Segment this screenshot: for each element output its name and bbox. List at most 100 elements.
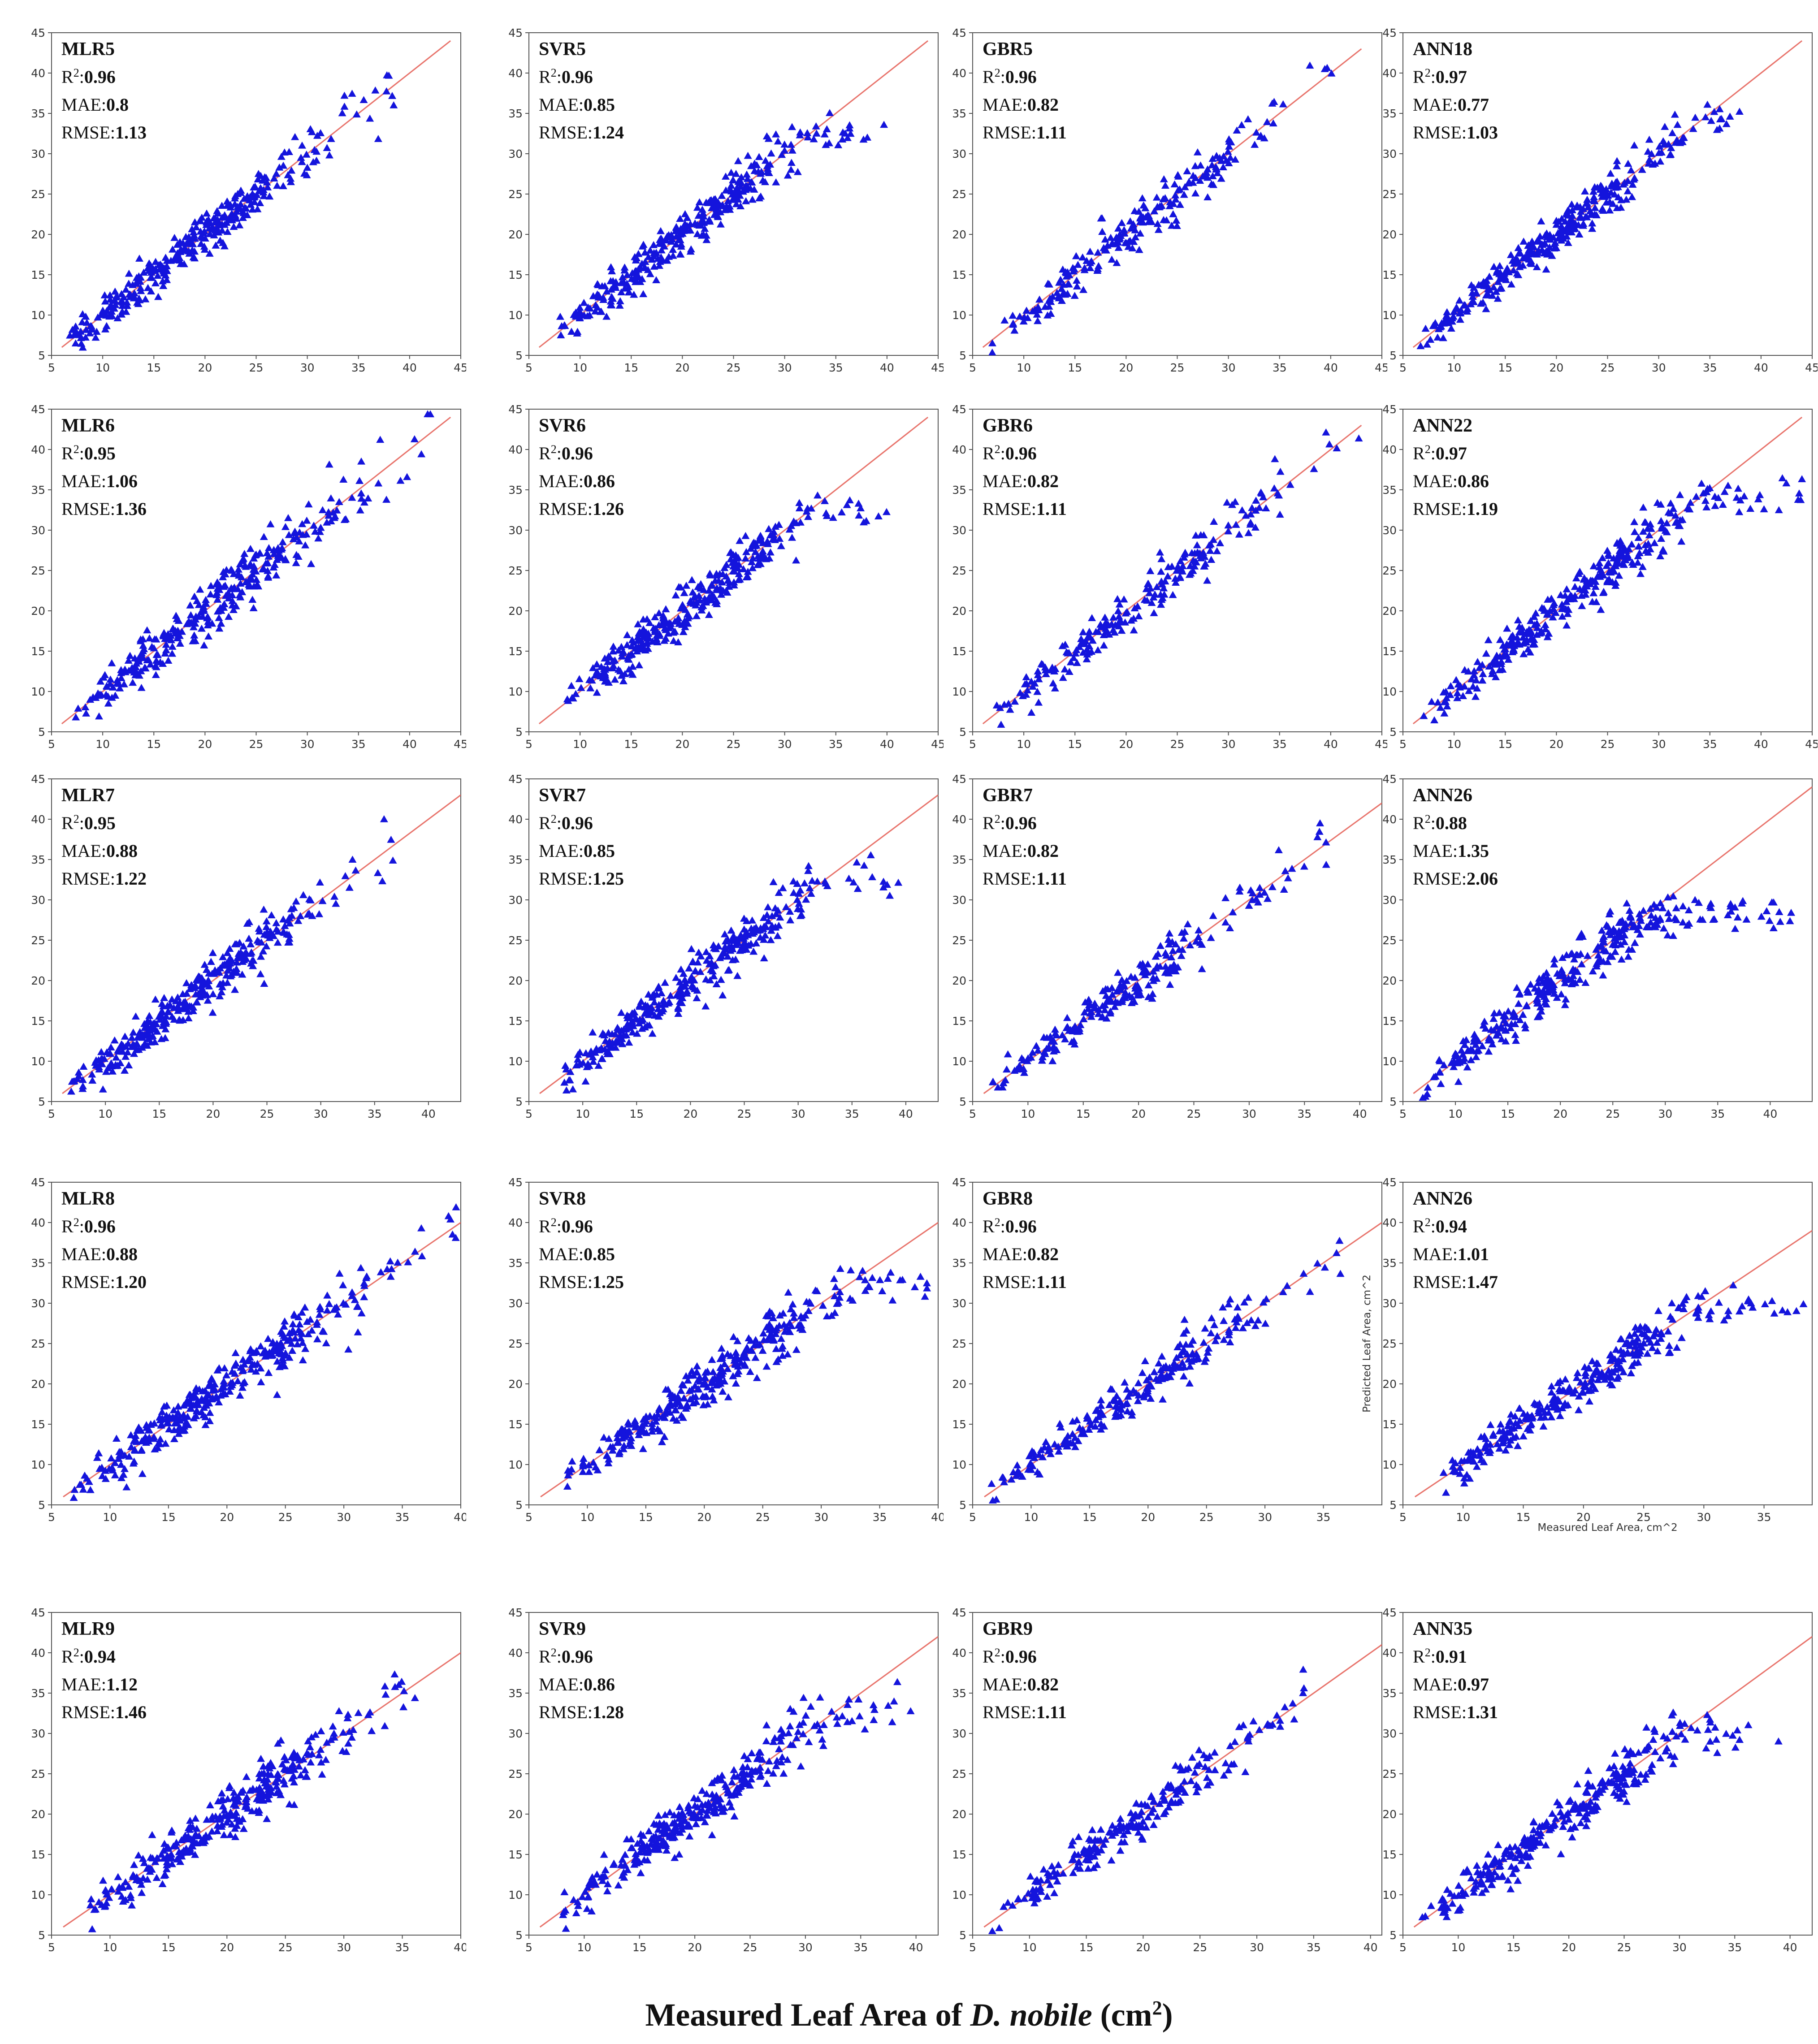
data-point [311, 527, 320, 535]
data-point [1054, 292, 1063, 299]
data-point [845, 496, 854, 504]
data-point [674, 1005, 683, 1012]
x-tick-label: 20 [1119, 738, 1133, 751]
data-point [284, 171, 292, 178]
data-point [686, 226, 695, 234]
data-point [249, 193, 257, 201]
data-point [1238, 1324, 1247, 1331]
data-point [295, 1320, 304, 1327]
data-point [652, 276, 661, 283]
data-point [617, 1425, 626, 1433]
y-tick-label: 30 [952, 894, 966, 907]
data-point [360, 1293, 368, 1301]
data-point [191, 1387, 199, 1395]
data-point [285, 1329, 294, 1336]
x-tick-label: 30 [300, 361, 315, 374]
data-point [654, 1410, 662, 1418]
data-point [615, 646, 623, 654]
data-point [217, 619, 225, 627]
data-point [779, 884, 787, 891]
data-point [1635, 910, 1644, 917]
data-point [783, 171, 792, 179]
data-point [1715, 124, 1724, 132]
data-point [1537, 217, 1545, 225]
data-point [705, 216, 714, 223]
data-point [157, 1421, 165, 1429]
data-point [710, 1375, 719, 1383]
data-point [648, 1423, 657, 1431]
data-point [253, 205, 262, 212]
data-point [854, 499, 863, 507]
y-tick-label: 15 [31, 268, 45, 281]
data-point [712, 980, 721, 987]
data-point [1172, 216, 1181, 224]
data-point [685, 964, 693, 972]
data-point [830, 1292, 839, 1300]
data-point [1470, 1030, 1479, 1038]
data-point [1161, 949, 1170, 956]
data-point [1070, 292, 1079, 299]
data-point [339, 1281, 347, 1288]
y-tick-label: 45 [952, 1176, 966, 1189]
x-tick-label: 30 [1652, 738, 1666, 751]
data-point [197, 608, 205, 615]
data-point [94, 689, 102, 697]
data-point [1536, 1003, 1545, 1011]
data-point [765, 169, 773, 177]
data-point [676, 986, 685, 994]
data-point [1281, 867, 1290, 874]
data-point [159, 282, 168, 289]
data-point [1069, 1037, 1078, 1044]
data-point [125, 1452, 134, 1460]
data-point [1322, 860, 1330, 868]
data-point [1513, 984, 1521, 991]
data-point [296, 912, 305, 920]
data-point [209, 990, 217, 998]
data-point [86, 696, 95, 703]
data-point [1023, 686, 1032, 694]
x-tick-label: 40 [1754, 361, 1768, 374]
data-point [1176, 557, 1185, 564]
data-point [239, 1356, 247, 1363]
data-point [1238, 121, 1246, 128]
data-point [1310, 465, 1318, 472]
data-point [1733, 913, 1742, 920]
data-point [701, 225, 709, 232]
data-point [71, 322, 80, 330]
data-point [922, 1279, 931, 1287]
data-point [1524, 645, 1532, 653]
data-point [1775, 506, 1783, 514]
y-tick-label: 40 [31, 443, 45, 456]
data-point [233, 968, 241, 976]
data-point [769, 535, 777, 543]
data-point [1571, 583, 1579, 590]
data-point [786, 907, 794, 915]
data-point [1544, 988, 1552, 996]
data-point [130, 294, 138, 302]
data-point [260, 905, 268, 913]
data-point [1009, 319, 1017, 327]
data-point [644, 634, 653, 642]
x-tick-label: 45 [454, 738, 466, 751]
data-point [563, 1482, 571, 1490]
y-tick-label: 15 [508, 268, 523, 281]
data-point [1433, 333, 1442, 341]
data-point [185, 249, 194, 257]
data-point [599, 669, 607, 676]
data-point [1190, 562, 1199, 570]
data-point [1355, 434, 1363, 442]
data-point [1068, 1430, 1077, 1437]
scatter-chart: 5 10 15 20 25 30 35 40 4551015202530354045SVR5R2… [508, 26, 944, 374]
data-point [1046, 1033, 1055, 1040]
data-point [764, 903, 772, 911]
data-point [1011, 697, 1019, 705]
x-tick-label: 25 [1601, 361, 1615, 374]
panel-title: MLR6 [61, 415, 115, 436]
data-point [619, 677, 628, 684]
data-point [684, 619, 692, 627]
y-tick-label: 5 [959, 349, 966, 362]
data-point [1502, 1037, 1510, 1045]
data-point [1157, 601, 1165, 608]
data-point [1470, 284, 1478, 291]
data-point [1563, 585, 1571, 592]
